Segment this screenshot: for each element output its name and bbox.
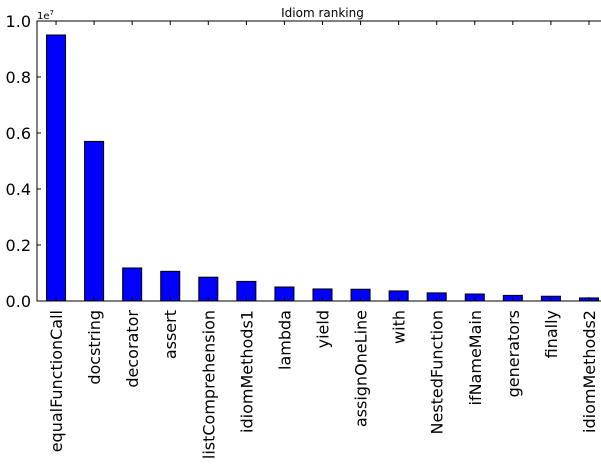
x-tick-label: assignOneLine — [352, 310, 371, 427]
bar-equalFunctionCall — [46, 34, 67, 302]
x-tick-label: decorator — [123, 310, 142, 388]
y-tick-label: 0.2 — [6, 236, 31, 255]
x-tick-label: lambda — [275, 310, 294, 370]
x-axis-ticks: equalFunctionCall docstring decorator asser… — [47, 21, 599, 459]
y-axis-multiplier-label: 1e7 — [37, 9, 54, 22]
y-tick-label: 0.4 — [6, 180, 31, 199]
x-tick-label: with — [390, 310, 409, 344]
x-tick-label: idiomMethods2 — [580, 310, 599, 433]
y-axis-ticks: 0.0 0.2 0.4 0.6 0.8 1.0 — [6, 12, 41, 311]
y-tick-label: 1.0 — [6, 12, 31, 31]
x-tick-label: yield — [314, 310, 333, 348]
y-axis-multiplier-exponent: 7 — [50, 9, 54, 17]
bar-decorator — [122, 267, 143, 302]
x-tick-label: assert — [161, 310, 180, 359]
y-tick-label: 0.0 — [6, 292, 31, 311]
x-tick-label: finally — [542, 310, 561, 358]
x-tick-label: idiomMethods1 — [237, 310, 256, 433]
x-tick-label: ifNameMain — [466, 310, 485, 405]
x-tick-label: listComprehension — [199, 310, 218, 459]
bars-group — [46, 34, 599, 302]
x-tick-label: NestedFunction — [428, 310, 447, 434]
y-tick-label: 0.6 — [6, 124, 31, 143]
x-tick-label: equalFunctionCall — [47, 310, 66, 452]
chart-title: Idiom ranking — [281, 6, 364, 20]
x-tick-label: generators — [504, 310, 523, 397]
bar-docstring — [84, 140, 105, 302]
bar-assert — [160, 270, 181, 302]
plot-area-frame — [36, 20, 601, 302]
y-tick-label: 0.8 — [6, 68, 31, 87]
x-tick-label: docstring — [85, 310, 104, 385]
